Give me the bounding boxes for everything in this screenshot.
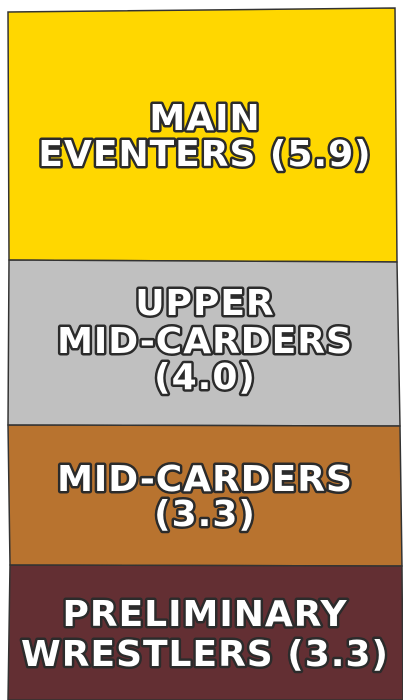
tier-label: WRESTLERS (3.3) [21,634,389,675]
tier-label: MID-CARDERS [57,459,353,500]
tier-block [7,564,403,700]
tier-label: MAIN [149,98,260,139]
tier-label: (4.0) [154,357,256,398]
tier-label: MID-CARDERS [57,321,353,362]
tier-label: (3.3) [154,494,256,535]
tier-label: EVENTERS (5.9) [38,134,371,175]
tier-label: PRELIMINARY [62,594,347,635]
tier-label: UPPER [135,283,274,324]
